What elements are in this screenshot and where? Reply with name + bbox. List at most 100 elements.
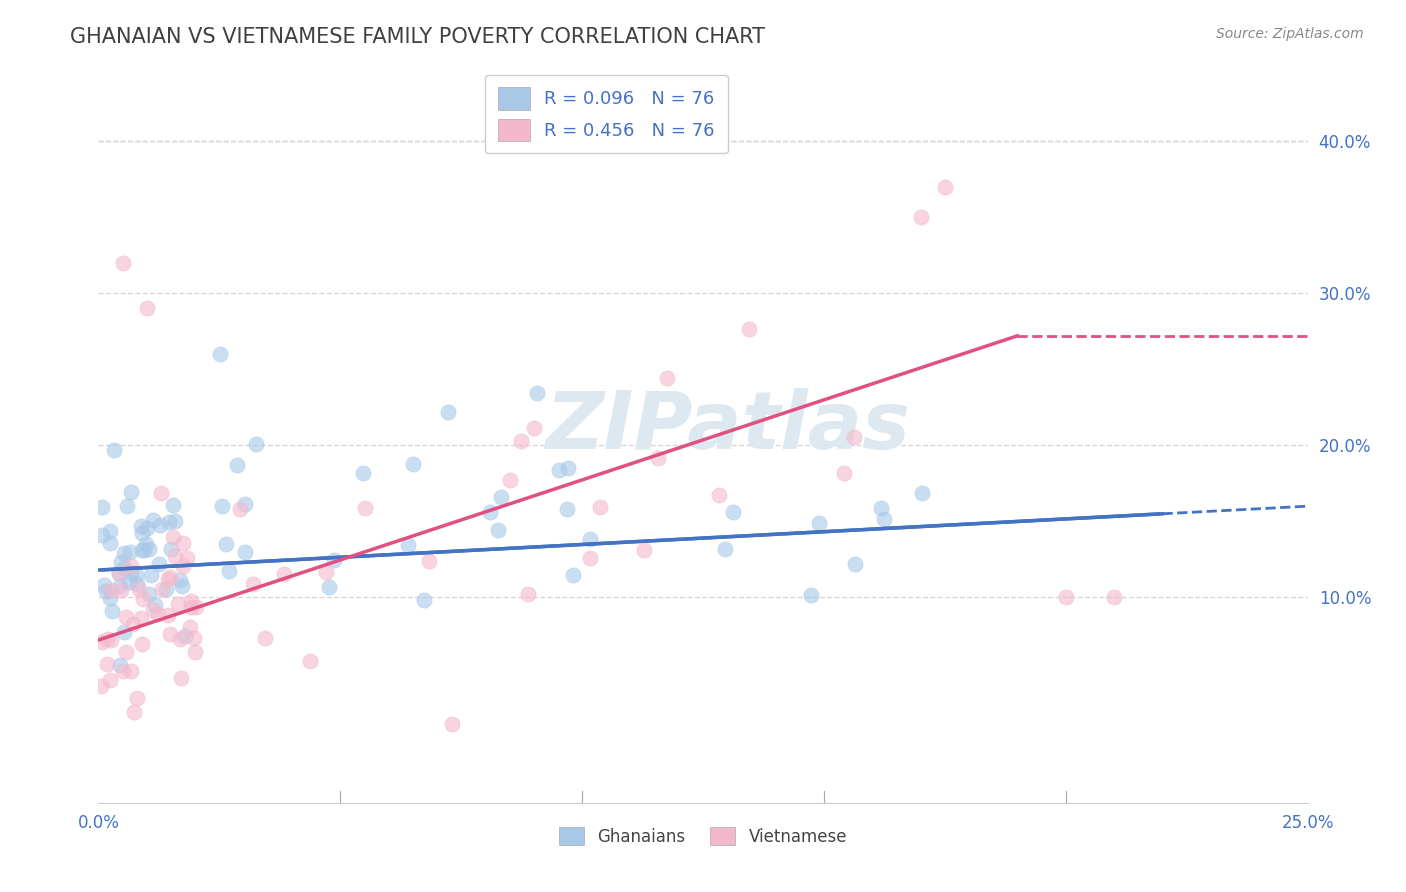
Point — [129, 518, 152, 533]
Point — [157, 516, 180, 530]
Point — [101, 604, 124, 618]
Point — [169, 632, 191, 647]
Point — [143, 598, 166, 612]
Point — [120, 559, 142, 574]
Point — [131, 525, 153, 540]
Point — [100, 633, 122, 648]
Point — [112, 625, 135, 640]
Point — [90, 679, 112, 693]
Text: Source: ZipAtlas.com: Source: ZipAtlas.com — [1216, 27, 1364, 41]
Point — [721, 504, 744, 518]
Point — [124, 706, 146, 720]
Point — [91, 500, 114, 515]
Point — [647, 450, 669, 465]
Point — [159, 626, 181, 640]
Point — [98, 536, 121, 550]
Point — [510, 434, 533, 448]
Point — [120, 664, 142, 678]
Point — [479, 505, 502, 519]
Point — [179, 620, 201, 634]
Point — [93, 578, 115, 592]
Point — [103, 442, 125, 457]
Point — [138, 542, 160, 557]
Point — [273, 566, 295, 581]
Point — [489, 490, 512, 504]
Point — [135, 537, 157, 551]
Point — [107, 566, 129, 580]
Point — [141, 513, 163, 527]
Point — [578, 550, 600, 565]
Point — [318, 580, 340, 594]
Point — [214, 537, 236, 551]
Point — [253, 631, 276, 645]
Point — [396, 538, 419, 552]
Point — [413, 592, 436, 607]
Point — [112, 546, 135, 560]
Point — [110, 555, 132, 569]
Point — [934, 179, 956, 194]
Point — [315, 565, 337, 579]
Point — [172, 558, 194, 573]
Text: ZIPatlas: ZIPatlas — [544, 388, 910, 467]
Point — [125, 691, 148, 706]
Point — [129, 611, 152, 625]
Point — [401, 457, 423, 471]
Point — [141, 567, 163, 582]
Point — [579, 532, 602, 546]
Point — [91, 528, 114, 542]
Point — [159, 541, 181, 556]
Point — [131, 637, 153, 651]
Point — [655, 371, 678, 385]
Point — [242, 577, 264, 591]
Point — [526, 385, 548, 400]
Point — [218, 565, 240, 579]
Point — [96, 657, 118, 671]
Point — [149, 518, 172, 533]
Point — [832, 466, 855, 480]
Point — [707, 488, 730, 502]
Point — [738, 322, 761, 336]
Point — [135, 301, 157, 316]
Point — [516, 587, 538, 601]
Point — [184, 645, 207, 659]
Point — [872, 511, 894, 525]
Point — [844, 429, 866, 443]
Point — [1054, 591, 1077, 605]
Point — [120, 485, 142, 500]
Point — [176, 551, 198, 566]
Point — [163, 549, 186, 563]
Point — [180, 593, 202, 607]
Point — [498, 473, 520, 487]
Point — [94, 584, 117, 599]
Point — [120, 566, 142, 580]
Point — [115, 645, 138, 659]
Point — [155, 582, 177, 596]
Point — [169, 573, 191, 587]
Point — [800, 588, 823, 602]
Point — [226, 458, 249, 472]
Point — [299, 653, 322, 667]
Legend: Ghanaians, Vietnamese: Ghanaians, Vietnamese — [553, 821, 853, 852]
Point — [173, 629, 195, 643]
Point — [132, 542, 155, 557]
Point — [100, 583, 122, 598]
Point — [211, 499, 233, 513]
Point — [114, 610, 136, 624]
Point — [148, 557, 170, 571]
Point — [436, 405, 458, 419]
Point — [90, 634, 112, 648]
Point — [547, 463, 569, 477]
Point — [170, 671, 193, 685]
Point — [157, 608, 180, 623]
Point — [98, 524, 121, 538]
Point — [418, 554, 440, 568]
Point — [486, 524, 509, 538]
Point — [125, 568, 148, 582]
Point — [136, 521, 159, 535]
Point — [633, 542, 655, 557]
Point — [128, 582, 150, 596]
Point — [589, 500, 612, 514]
Point — [172, 535, 194, 549]
Point — [911, 486, 934, 500]
Point — [108, 657, 131, 672]
